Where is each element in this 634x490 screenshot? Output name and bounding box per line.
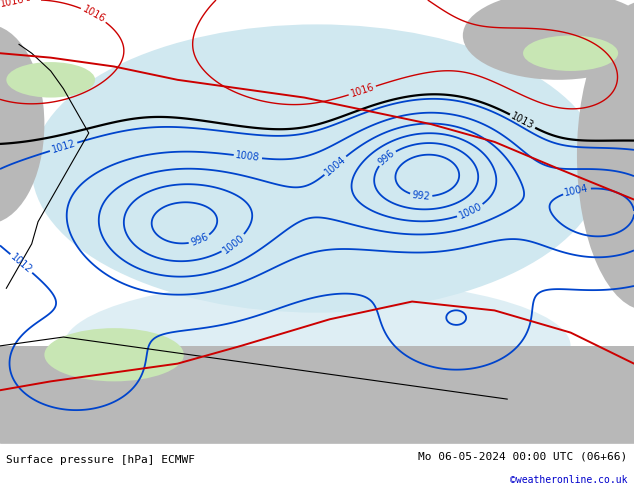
Ellipse shape: [32, 24, 602, 313]
Text: 1016: 1016: [81, 4, 107, 25]
Ellipse shape: [0, 24, 44, 224]
Text: 1004: 1004: [323, 154, 348, 177]
Ellipse shape: [463, 0, 634, 80]
Ellipse shape: [6, 62, 95, 98]
Text: Surface pressure [hPa] ECMWF: Surface pressure [hPa] ECMWF: [6, 455, 195, 465]
Ellipse shape: [577, 0, 634, 311]
Text: 1000: 1000: [457, 201, 484, 221]
Ellipse shape: [63, 279, 571, 413]
Text: 996: 996: [189, 232, 210, 248]
Text: ©weatheronline.co.uk: ©weatheronline.co.uk: [510, 475, 628, 485]
Text: 996: 996: [377, 148, 397, 168]
Text: 1000: 1000: [221, 232, 247, 255]
Text: 1008: 1008: [235, 150, 261, 163]
Text: 992: 992: [411, 190, 430, 202]
Text: 1004: 1004: [564, 183, 590, 198]
Text: 1016: 1016: [0, 0, 26, 9]
Bar: [0, 346, 634, 452]
Text: Mo 06-05-2024 00:00 UTC (06+66): Mo 06-05-2024 00:00 UTC (06+66): [418, 451, 628, 462]
Text: 1012: 1012: [50, 138, 77, 155]
Text: 1012: 1012: [9, 252, 34, 275]
Ellipse shape: [523, 35, 618, 71]
Text: 1013: 1013: [509, 111, 536, 131]
Ellipse shape: [44, 328, 184, 381]
Text: 1016: 1016: [349, 82, 375, 99]
